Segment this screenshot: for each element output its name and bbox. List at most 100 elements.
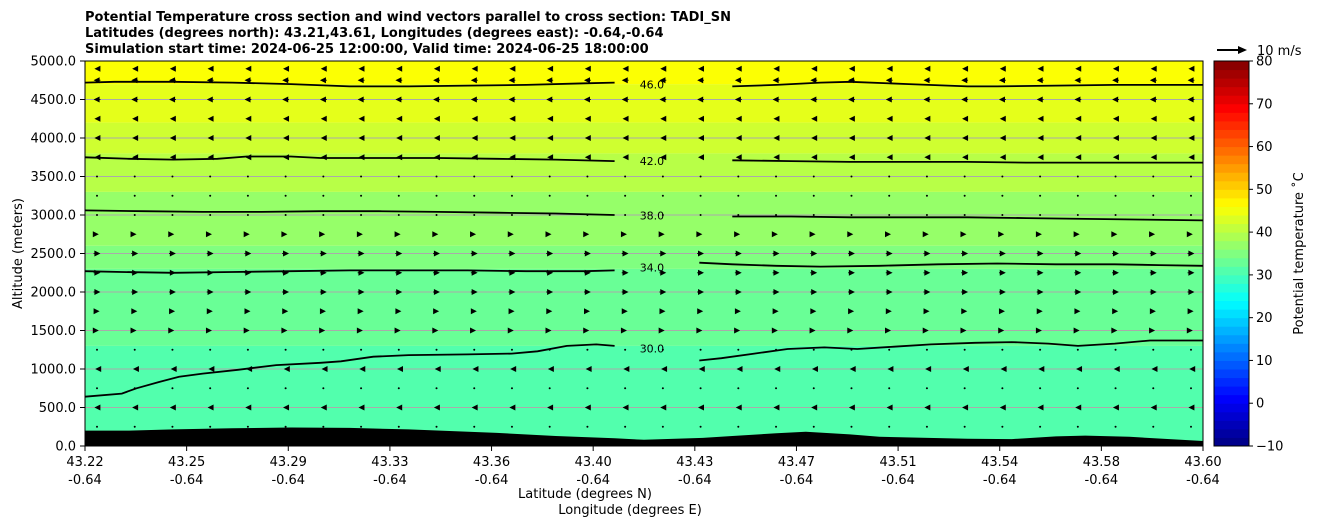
wind-vector	[319, 77, 326, 84]
wind-vector	[1111, 327, 1118, 334]
wind-vector	[999, 65, 1006, 72]
wind-vector	[94, 115, 101, 122]
wind-vector	[209, 425, 212, 428]
wind-vector	[435, 348, 438, 351]
y-axis-ticks: 0.0 500.0 1000.0 1500.0 2000.0 2500.0 3000.0 35…	[31, 55, 85, 455]
wind-vector	[322, 348, 325, 351]
wind-vector	[358, 250, 365, 257]
wind-vector	[282, 308, 289, 315]
wind-vector	[1190, 175, 1192, 178]
colorbar-segment	[1214, 69, 1249, 79]
wind-vector	[1190, 214, 1192, 216]
wind-vector	[358, 404, 365, 411]
wind-vector	[395, 308, 402, 315]
wind-vector	[1074, 96, 1081, 103]
x-tick-label-lon: -0.64	[68, 473, 102, 488]
wind-vector	[962, 65, 969, 72]
colorbar-segment	[1214, 138, 1249, 148]
temperature-band	[85, 153, 1203, 192]
wind-vector	[545, 231, 552, 238]
wind-vector	[360, 214, 363, 216]
wind-vector	[698, 366, 705, 372]
wind-vector	[1152, 214, 1155, 216]
wind-vector	[510, 425, 513, 428]
wind-vector	[1112, 115, 1119, 122]
wind-vector	[397, 348, 400, 351]
colorbar-tick-label: −10	[1256, 440, 1283, 455]
wind-vector	[885, 96, 892, 103]
wind-vector	[1074, 77, 1081, 84]
wind-vector	[1039, 425, 1042, 428]
wind-vector	[584, 115, 591, 122]
wind-vector	[547, 250, 554, 257]
wind-vector	[888, 214, 891, 216]
contour-label: 34.0	[640, 261, 665, 274]
wind-vector	[961, 77, 968, 84]
wind-vector	[1150, 250, 1157, 257]
wind-vector	[132, 115, 139, 122]
wind-vector	[1035, 327, 1042, 334]
wind-vector	[888, 425, 891, 428]
wind-vector	[1039, 214, 1042, 216]
wind-vector	[886, 250, 893, 257]
contour-line	[85, 343, 615, 398]
wind-vector	[319, 327, 326, 334]
wind-vector	[699, 387, 702, 390]
wind-vector	[244, 308, 251, 315]
wind-vector	[170, 366, 177, 372]
wind-vector	[963, 387, 966, 390]
colorbar-tick-label: 30	[1256, 268, 1273, 283]
wind-vector	[622, 250, 629, 257]
wind-vector	[925, 348, 928, 351]
x-tick-label-lat: 43.33	[371, 455, 408, 470]
wind-vector	[660, 135, 667, 141]
wind-vector	[1190, 348, 1192, 351]
wind-vector	[661, 366, 668, 372]
wind-vector	[660, 404, 667, 411]
colorbar-tick-label: 40	[1256, 226, 1273, 241]
wind-vector	[888, 175, 891, 178]
wind-vector	[433, 404, 440, 411]
wind-vector	[94, 135, 101, 141]
wind-vector	[697, 154, 704, 161]
wind-vector	[584, 308, 591, 315]
wind-vector	[508, 96, 515, 103]
wind-vector	[697, 135, 704, 141]
wind-vector	[848, 404, 855, 411]
wind-vector	[810, 77, 817, 84]
wind-vector	[1036, 77, 1043, 84]
wind-vector	[735, 154, 742, 161]
wind-vector	[322, 175, 325, 178]
colorbar-segment	[1214, 78, 1249, 88]
wind-vector	[92, 231, 99, 238]
wind-vector	[1190, 425, 1192, 428]
wind-vector	[1151, 366, 1158, 372]
wind-vector	[962, 154, 969, 161]
wind-vector	[697, 77, 704, 84]
wind-vector	[1112, 135, 1119, 141]
wind-vector	[473, 175, 476, 178]
wind-vector	[661, 214, 664, 216]
colorbar-segment	[1214, 223, 1249, 233]
wind-vector	[812, 387, 815, 390]
colorbar-segment	[1214, 403, 1249, 413]
wind-vector	[509, 115, 516, 122]
wind-vector	[584, 289, 591, 295]
wind-vector	[924, 250, 931, 257]
wind-vector	[660, 65, 667, 72]
wind-vector	[397, 425, 400, 428]
x-tick-label-lat: 43.25	[168, 455, 205, 470]
wind-vector	[396, 404, 403, 411]
contour-labels: 30.0 34.0 38.0 42.0 46.0	[640, 79, 665, 356]
wind-vector	[548, 425, 551, 428]
wind-vector	[133, 214, 136, 216]
wind-vector	[1114, 194, 1117, 197]
wind-vector	[773, 65, 780, 72]
colorbar-segment	[1214, 369, 1249, 379]
wind-vector	[206, 96, 213, 103]
colorbar-segment	[1214, 437, 1249, 447]
wind-vector	[281, 327, 288, 334]
wind-vector	[925, 214, 928, 216]
wind-vector	[473, 348, 476, 351]
wind-vector	[888, 348, 891, 351]
